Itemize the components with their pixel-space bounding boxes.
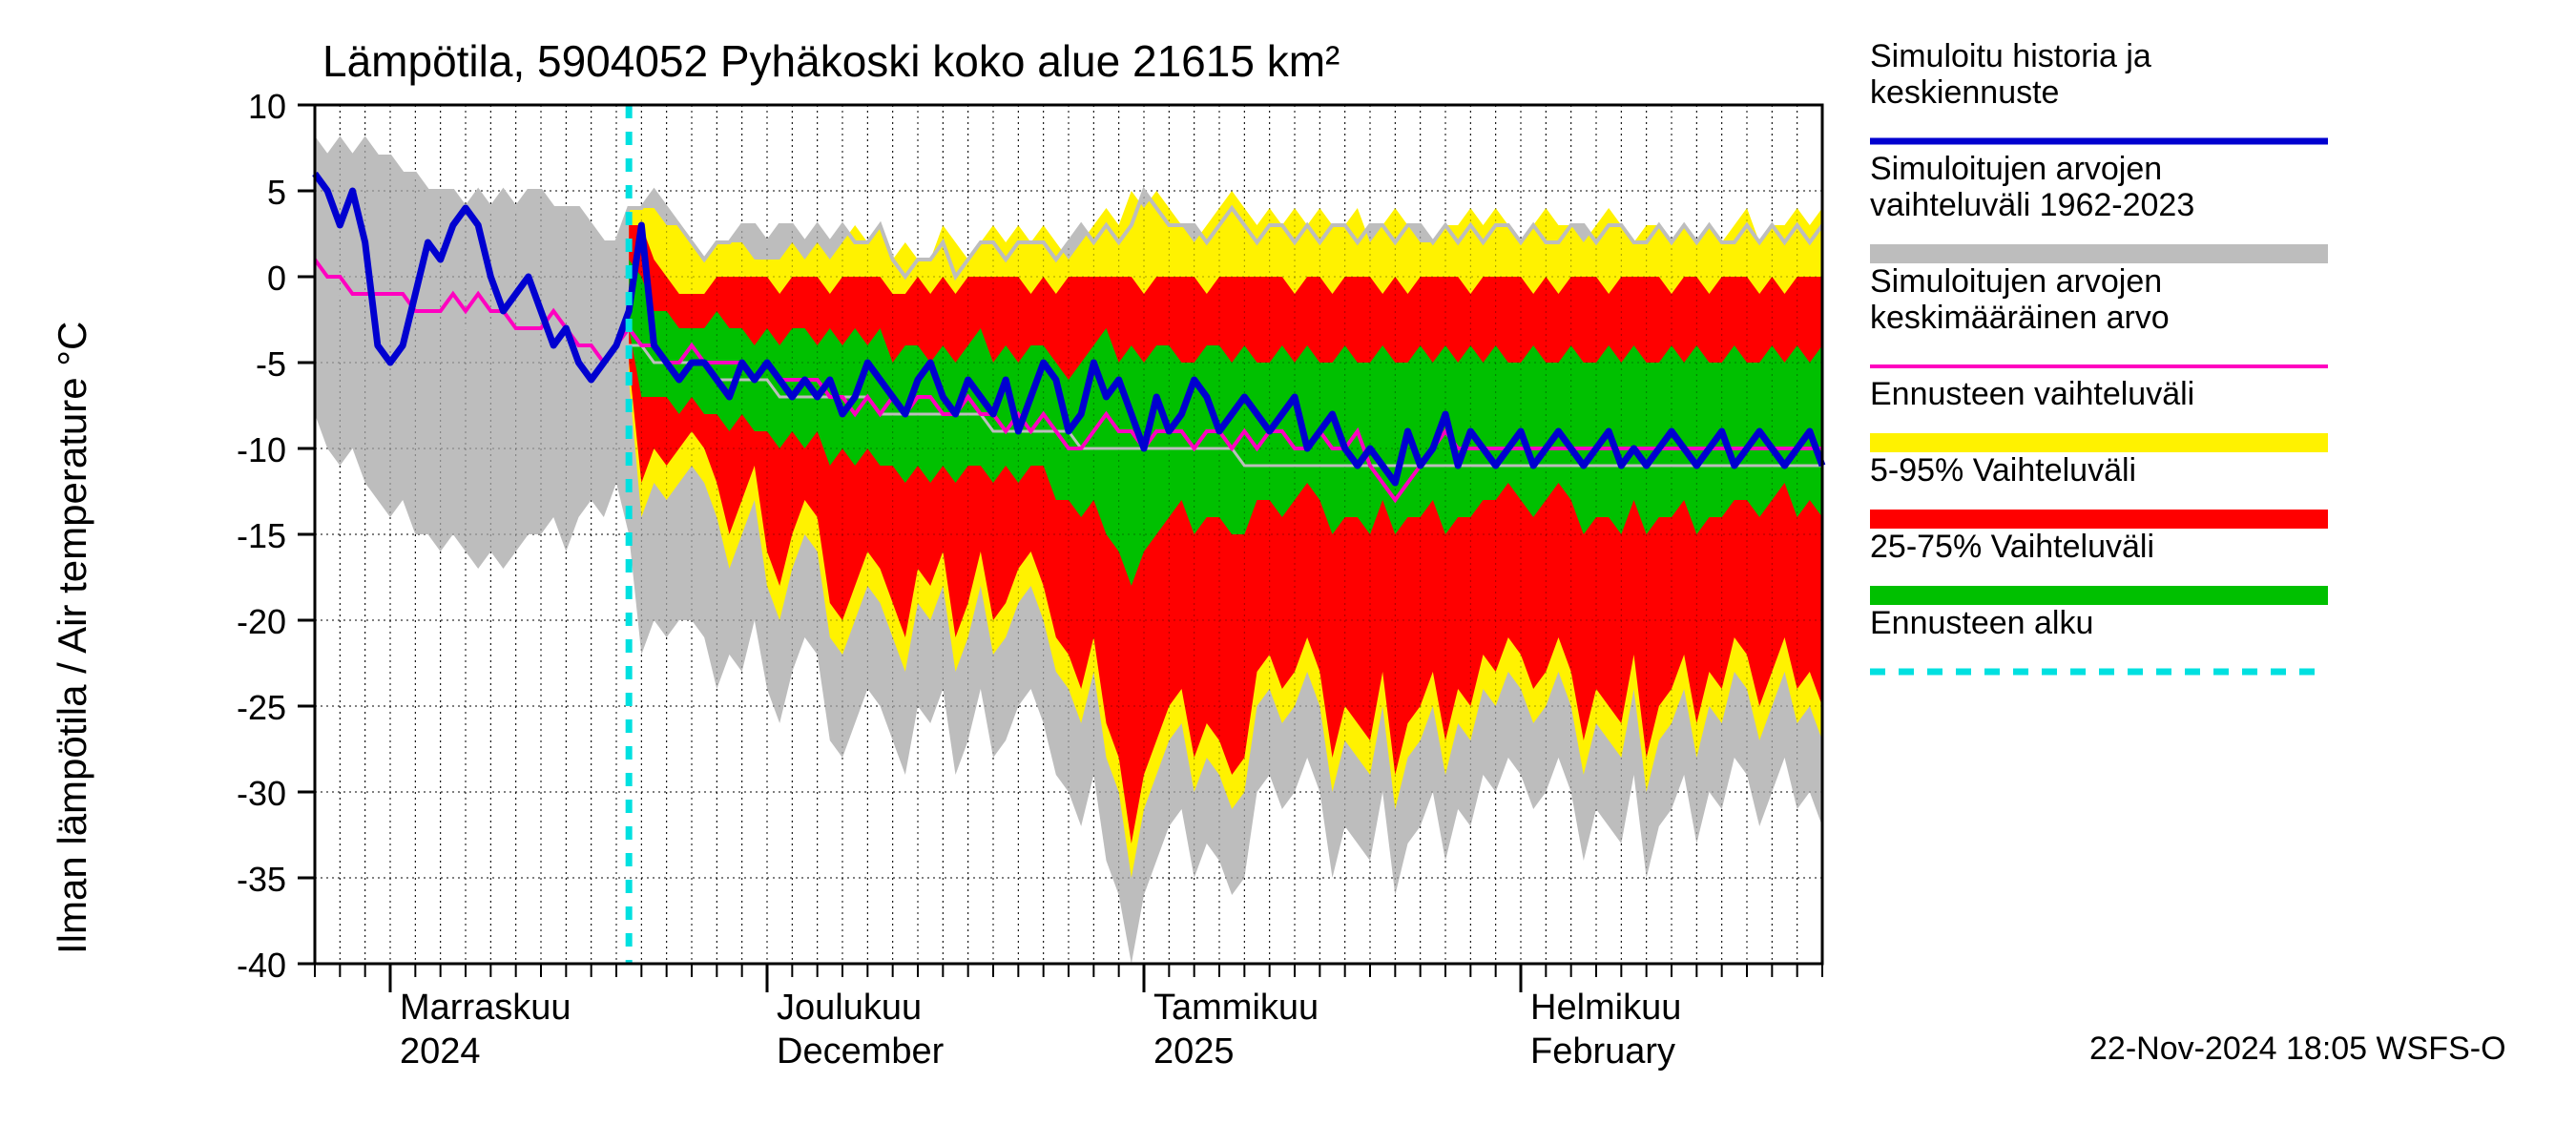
temperature-forecast-chart: 10 5 0 -5 -10 -15 -20 -25 -30 -35 -40 Marraskuu2024… [0, 0, 2576, 1145]
legend-label: 5-95% Vaihteluväli [1870, 452, 2136, 489]
y-tick-label: -15 [237, 516, 286, 555]
y-tick-label: -35 [237, 860, 286, 899]
y-tick-label: 10 [248, 87, 286, 126]
legend-swatch [1870, 510, 2328, 529]
month-label-top: Joulukuu [777, 988, 922, 1028]
month-label-bottom: 2024 [400, 1031, 481, 1072]
month-label-top: Tammikuu [1153, 988, 1319, 1028]
y-ticks: 10 5 0 -5 -10 -15 -20 -25 -30 -35 -40 [237, 87, 315, 985]
legend-label: Ennusteen alku [1870, 605, 2093, 641]
legend-label: keskimääräinen arvo [1870, 300, 2170, 336]
month-label-bottom: February [1530, 1031, 1675, 1072]
y-tick-label: -40 [237, 946, 286, 985]
legend-label: Simuloitujen arvojen [1870, 263, 2162, 300]
legend-label: Simuloitu historia ja [1870, 38, 2151, 74]
y-tick-label: -20 [237, 602, 286, 641]
chart-svg: 10 5 0 -5 -10 -15 -20 -25 -30 -35 -40 Marraskuu2024… [0, 0, 2576, 1145]
legend-swatch [1870, 244, 2328, 263]
y-tick-label: 5 [267, 173, 286, 212]
legend-label: vaihteluväli 1962-2023 [1870, 187, 2194, 223]
y-tick-label: -5 [256, 344, 286, 384]
y-tick-label: -25 [237, 688, 286, 727]
legend-label: Simuloitujen arvojen [1870, 151, 2162, 187]
legend-label: keskiennuste [1870, 74, 2059, 111]
legend: Simuloitu historia jakeskiennuste Simuloi… [1870, 38, 2328, 672]
legend-swatch [1870, 586, 2328, 605]
y-tick-label: -30 [237, 774, 286, 813]
legend-label: 25-75% Vaihteluväli [1870, 529, 2154, 565]
chart-title: Lämpötila, 5904052 Pyhäkoski koko alue 2… [322, 36, 1340, 86]
x-month-labels: Marraskuu2024 JoulukuuDecember Tammikuu202… [400, 988, 1681, 1072]
y-tick-label: -10 [237, 430, 286, 469]
month-label-top: Helmikuu [1530, 988, 1681, 1028]
y-tick-label: 0 [267, 259, 286, 298]
legend-label: Ennusteen vaihteluväli [1870, 376, 2194, 412]
month-label-bottom: December [777, 1031, 945, 1072]
month-label-top: Marraskuu [400, 988, 571, 1028]
legend-swatch [1870, 433, 2328, 452]
month-label-bottom: 2025 [1153, 1031, 1235, 1072]
y-axis-title: Ilman lämpötila / Air temperature °C [50, 322, 94, 954]
timestamp-footer: 22-Nov-2024 18:05 WSFS-O [2089, 1030, 2506, 1067]
